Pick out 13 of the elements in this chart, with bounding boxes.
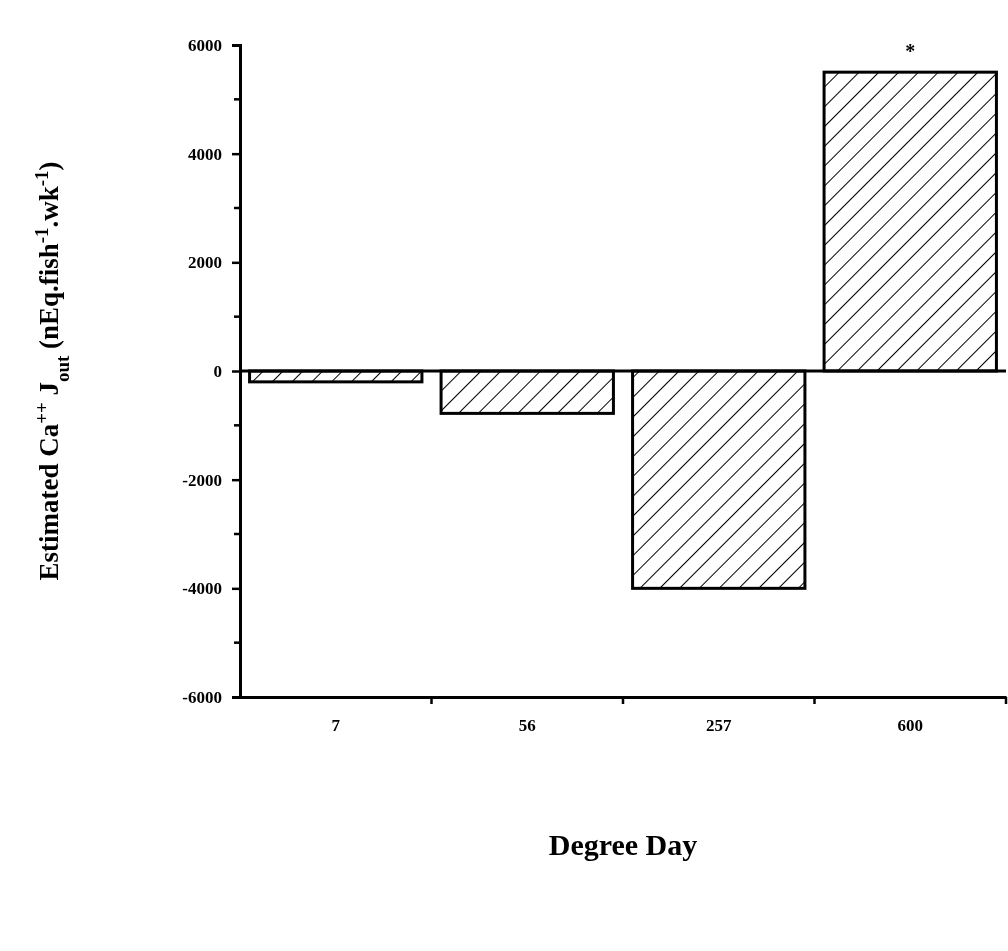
x-tick-label: 56 xyxy=(518,716,536,736)
y-tick-label: -2000 xyxy=(182,470,222,490)
x-tick-label: 7 xyxy=(331,716,341,736)
y-tick-label: 6000 xyxy=(188,35,222,55)
annotation: * xyxy=(905,40,916,63)
y-tick-label: 4000 xyxy=(188,144,222,164)
x-tick-label: 257 xyxy=(706,716,732,736)
x-axis-title: Degree Day xyxy=(548,828,698,861)
y-tick-label: -4000 xyxy=(182,579,222,599)
y-tick-label: 2000 xyxy=(188,253,222,273)
y-tick-label: -6000 xyxy=(182,687,222,707)
x-tick-label: 600 xyxy=(897,716,923,736)
y-tick-label: 0 xyxy=(213,361,222,381)
